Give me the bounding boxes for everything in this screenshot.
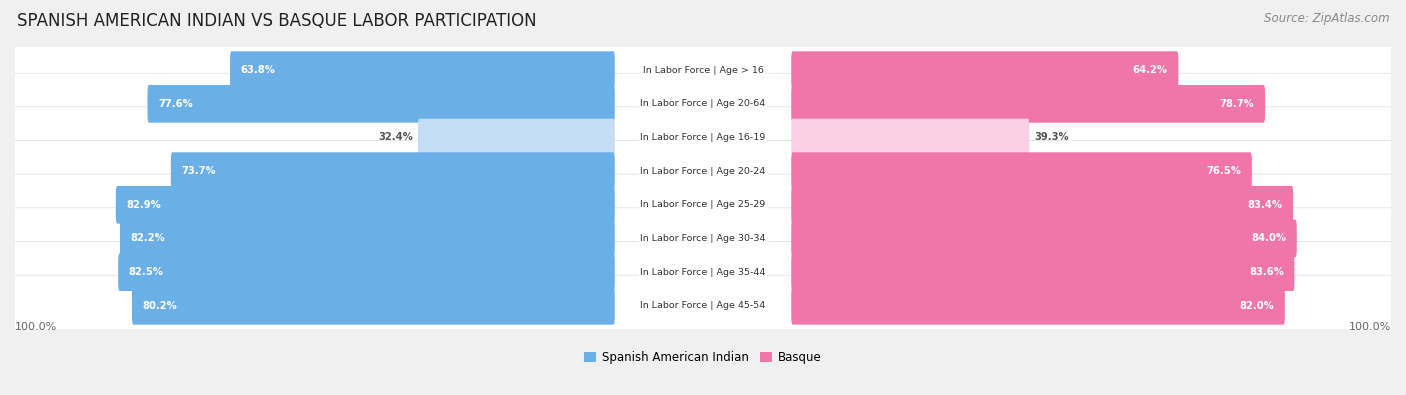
FancyBboxPatch shape (148, 85, 614, 123)
FancyBboxPatch shape (120, 220, 614, 257)
FancyBboxPatch shape (13, 208, 1393, 269)
Text: In Labor Force | Age 35-44: In Labor Force | Age 35-44 (640, 268, 766, 276)
Text: 84.0%: 84.0% (1251, 233, 1286, 243)
Text: In Labor Force | Age 20-24: In Labor Force | Age 20-24 (640, 167, 766, 176)
Text: SPANISH AMERICAN INDIAN VS BASQUE LABOR PARTICIPATION: SPANISH AMERICAN INDIAN VS BASQUE LABOR … (17, 12, 537, 30)
FancyBboxPatch shape (13, 141, 1393, 202)
FancyBboxPatch shape (13, 174, 1393, 235)
FancyBboxPatch shape (792, 152, 1251, 190)
FancyBboxPatch shape (118, 253, 614, 291)
Text: 82.5%: 82.5% (129, 267, 163, 277)
Text: 82.0%: 82.0% (1240, 301, 1274, 311)
Text: 83.4%: 83.4% (1247, 200, 1282, 210)
FancyBboxPatch shape (13, 73, 1393, 134)
Text: 73.7%: 73.7% (181, 166, 217, 176)
Text: 76.5%: 76.5% (1206, 166, 1241, 176)
FancyBboxPatch shape (792, 287, 1285, 325)
Text: 100.0%: 100.0% (1348, 322, 1391, 332)
FancyBboxPatch shape (13, 40, 1393, 101)
FancyBboxPatch shape (132, 287, 614, 325)
Text: 78.7%: 78.7% (1220, 99, 1254, 109)
FancyBboxPatch shape (13, 107, 1393, 168)
Legend: Spanish American Indian, Basque: Spanish American Indian, Basque (579, 346, 827, 369)
Text: 100.0%: 100.0% (15, 322, 58, 332)
FancyBboxPatch shape (231, 51, 614, 89)
FancyBboxPatch shape (792, 220, 1296, 257)
Text: In Labor Force | Age 30-34: In Labor Force | Age 30-34 (640, 234, 766, 243)
Text: 32.4%: 32.4% (378, 132, 413, 143)
Text: In Labor Force | Age 45-54: In Labor Force | Age 45-54 (640, 301, 766, 310)
FancyBboxPatch shape (115, 186, 614, 224)
FancyBboxPatch shape (13, 241, 1393, 303)
Text: 80.2%: 80.2% (142, 301, 177, 311)
FancyBboxPatch shape (418, 118, 614, 156)
Text: In Labor Force | Age 25-29: In Labor Force | Age 25-29 (640, 200, 766, 209)
Text: 83.6%: 83.6% (1249, 267, 1284, 277)
FancyBboxPatch shape (792, 51, 1178, 89)
FancyBboxPatch shape (13, 275, 1393, 337)
Text: In Labor Force | Age > 16: In Labor Force | Age > 16 (643, 66, 763, 75)
FancyBboxPatch shape (792, 186, 1294, 224)
Text: In Labor Force | Age 16-19: In Labor Force | Age 16-19 (640, 133, 766, 142)
FancyBboxPatch shape (172, 152, 614, 190)
FancyBboxPatch shape (792, 253, 1295, 291)
Text: In Labor Force | Age 20-64: In Labor Force | Age 20-64 (640, 99, 766, 108)
FancyBboxPatch shape (792, 118, 1029, 156)
Text: 77.6%: 77.6% (157, 99, 193, 109)
FancyBboxPatch shape (792, 85, 1265, 123)
Text: 64.2%: 64.2% (1133, 65, 1168, 75)
Text: 82.2%: 82.2% (131, 233, 166, 243)
Text: 39.3%: 39.3% (1033, 132, 1069, 143)
Text: Source: ZipAtlas.com: Source: ZipAtlas.com (1264, 12, 1389, 25)
Text: 82.9%: 82.9% (127, 200, 162, 210)
Text: 63.8%: 63.8% (240, 65, 276, 75)
